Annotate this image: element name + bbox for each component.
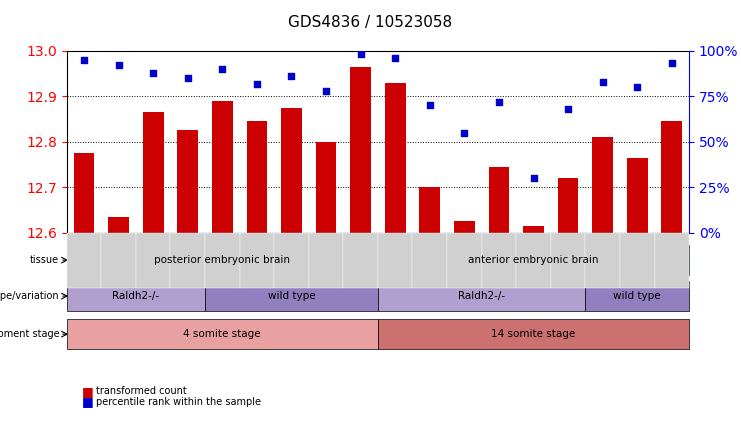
Point [147, 69, 159, 76]
Point [355, 51, 367, 58]
Text: 14 somite stage: 14 somite stage [491, 329, 576, 339]
Point [285, 73, 297, 80]
Bar [558, 178, 579, 233]
Point [528, 175, 539, 181]
Point [666, 60, 678, 67]
Point [182, 75, 193, 82]
Text: Raldh2-/-: Raldh2-/- [458, 291, 505, 301]
Text: Raldh2-/-: Raldh2-/- [113, 291, 159, 301]
Point [459, 129, 471, 136]
Point [113, 62, 124, 69]
Point [562, 106, 574, 113]
Text: anterior embryonic brain: anterior embryonic brain [468, 255, 599, 265]
Bar [247, 121, 268, 233]
Text: wild type: wild type [268, 291, 315, 301]
Point [631, 84, 643, 91]
Point [78, 57, 90, 63]
Bar [385, 82, 405, 233]
Point [493, 98, 505, 105]
Bar [281, 107, 302, 233]
Text: ■: ■ [82, 396, 93, 408]
Bar [454, 221, 475, 233]
Point [597, 78, 608, 85]
Point [251, 80, 263, 87]
Text: percentile rank within the sample: percentile rank within the sample [96, 397, 262, 407]
Bar [419, 187, 440, 233]
Bar [73, 153, 94, 233]
Text: ■: ■ [82, 385, 93, 398]
Point [320, 88, 332, 94]
Bar [212, 101, 233, 233]
Text: tissue: tissue [30, 255, 59, 265]
Bar [143, 112, 164, 233]
Bar [350, 67, 371, 233]
Text: development stage: development stage [0, 329, 59, 339]
Point [216, 66, 228, 72]
Text: 4 somite stage: 4 somite stage [184, 329, 261, 339]
Bar [488, 167, 509, 233]
Text: transformed count: transformed count [96, 386, 187, 396]
Bar [662, 121, 682, 233]
Point [389, 55, 401, 61]
Text: genotype/variation: genotype/variation [0, 291, 59, 301]
Bar [523, 226, 544, 233]
Text: posterior embryonic brain: posterior embryonic brain [154, 255, 290, 265]
Bar [177, 130, 198, 233]
Bar [627, 158, 648, 233]
Text: GDS4836 / 10523058: GDS4836 / 10523058 [288, 15, 453, 30]
Bar [108, 217, 129, 233]
Bar [592, 137, 613, 233]
Point [424, 102, 436, 109]
Bar [316, 142, 336, 233]
Text: wild type: wild type [614, 291, 661, 301]
